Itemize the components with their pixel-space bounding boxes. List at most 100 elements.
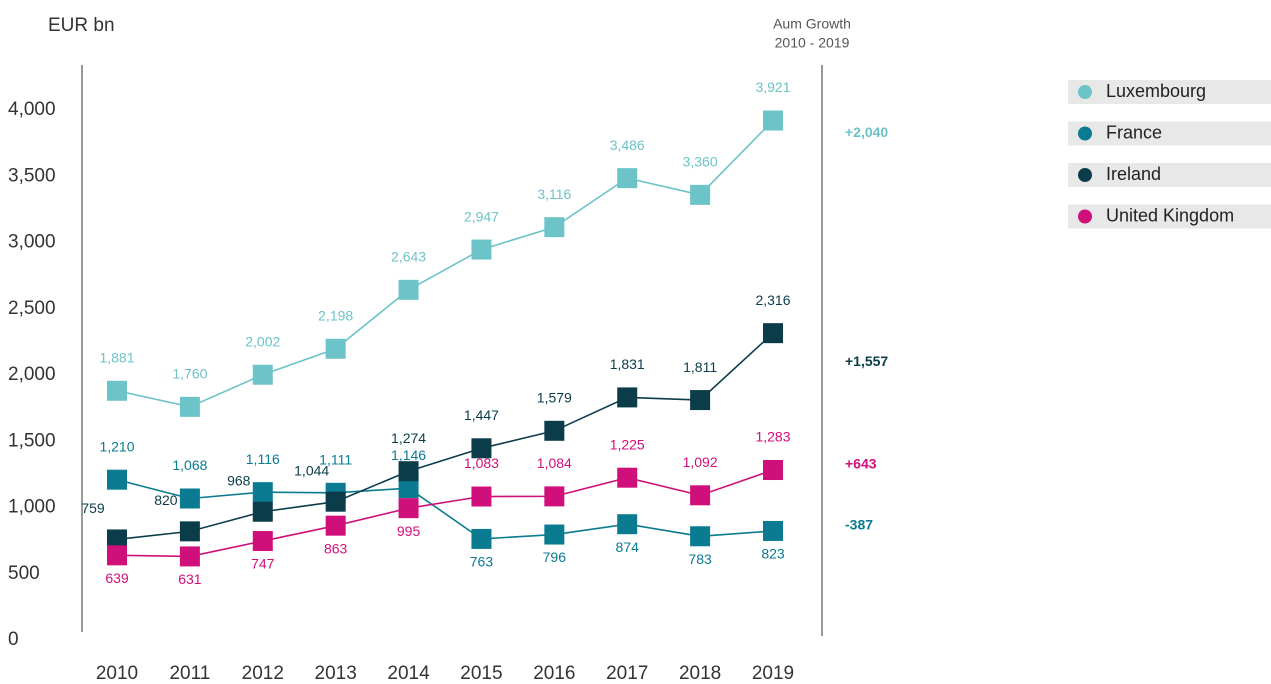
value-label: 796 [543,549,567,565]
marker [617,514,638,535]
marker [544,217,565,238]
marker [544,420,565,441]
value-label: 2,643 [391,249,426,265]
value-label: 759 [81,500,105,516]
legend-band [1068,121,1271,146]
value-label: 2,947 [464,208,499,224]
marker [179,488,200,509]
y-tick-label: 2,000 [8,364,56,385]
marker [398,279,419,300]
y-tick-label: 3,500 [8,165,56,186]
marker [617,467,638,488]
value-label: 1,116 [246,451,280,467]
marker [107,545,127,566]
marker [179,396,200,417]
value-label: 1,579 [537,390,572,406]
value-label: 3,921 [755,79,790,95]
marker [398,478,419,499]
value-label: 1,146 [391,447,426,463]
value-label: 968 [227,472,251,488]
value-label: 1,447 [464,407,499,423]
series-line [116,478,774,540]
value-label: 1,083 [464,455,499,471]
growth-header: 2010 - 2019 [775,35,850,51]
marker [107,529,127,550]
value-label: 874 [616,539,640,555]
legend-label: United Kingdom [1106,205,1234,225]
value-label: 1,274 [391,430,426,446]
value-label: 1,283 [755,429,790,445]
growth-header: Aum Growth [773,16,851,32]
value-label: 1,068 [172,457,207,473]
series-line [116,469,774,558]
x-tick-label: 2012 [242,663,284,684]
legend-dot [1078,209,1092,224]
value-label: 1,210 [99,438,134,454]
value-label: 1,044 [294,462,329,478]
value-label: 1,881 [99,349,134,365]
growth-label: +643 [845,456,877,472]
value-label: 1,225 [610,436,645,452]
value-label: 820 [154,492,178,508]
growth-label: +2,040 [845,124,888,140]
value-label: 1,092 [683,454,718,470]
value-label: 1,111 [319,452,352,468]
value-label: 1,831 [610,356,645,372]
y-tick-label: 1,000 [8,497,56,518]
legend-label: France [1106,122,1162,142]
marker [252,501,273,522]
marker [325,338,346,359]
y-tick-label: 3,000 [8,232,56,253]
series-line [116,119,774,408]
marker [544,486,565,507]
legend-label: Ireland [1106,164,1161,184]
marker [325,491,346,512]
value-label: 1,084 [537,455,572,471]
x-tick-label: 2018 [679,663,721,684]
value-label: 1,811 [683,359,717,375]
value-label: 3,486 [610,137,645,153]
marker [107,469,127,490]
marker [471,239,492,260]
marker [763,323,783,344]
value-label: 2,316 [755,292,790,308]
x-tick-label: 2019 [752,663,794,684]
x-tick-label: 2010 [96,663,138,684]
marker [617,168,638,189]
value-label: 1,760 [172,366,207,382]
marker [690,390,711,411]
x-tick-label: 2017 [606,663,648,684]
marker [690,184,711,205]
value-label: 747 [251,556,275,572]
marker [471,486,492,507]
legend-label: Luxembourg [1106,81,1206,101]
marker [690,526,711,547]
marker [179,521,200,542]
legend-dot [1078,168,1092,182]
legend-band [1068,163,1271,187]
x-tick-label: 2013 [315,663,357,684]
marker [325,515,346,536]
marker [398,498,419,519]
growth-label: -387 [845,517,873,533]
legend-dot [1078,126,1092,141]
marker [763,110,783,131]
marker [471,528,492,549]
marker [252,531,273,552]
marker [252,364,273,385]
legend-band [1068,80,1271,104]
value-label: 639 [105,570,129,586]
value-label: 631 [178,571,202,587]
x-tick-label: 2014 [387,663,430,684]
y-tick-label: 0 [8,629,19,650]
y-tick-label: 500 [8,563,40,584]
value-label: 763 [470,554,494,570]
marker [107,380,127,401]
y-tick-label: 2,500 [8,298,56,319]
marker [471,438,492,459]
value-label: 783 [688,551,712,567]
y-tick-label: 1,500 [8,430,56,451]
marker [690,485,711,506]
marker [617,387,638,408]
